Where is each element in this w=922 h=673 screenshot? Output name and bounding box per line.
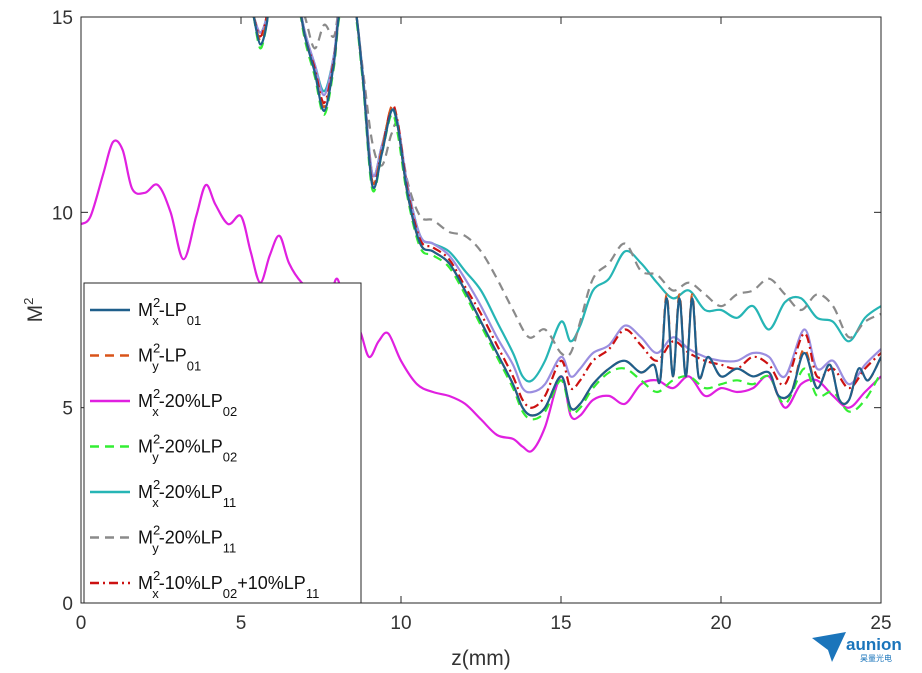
y-tick-label: 10 bbox=[52, 203, 73, 224]
y-tick-label: 15 bbox=[52, 8, 73, 29]
legend-label-mid2: +10%LP bbox=[237, 573, 306, 593]
y-axis-label-sup: 2 bbox=[21, 298, 36, 305]
legend-label-2: M2 x-20%LP02 bbox=[138, 386, 237, 419]
series-line-5 bbox=[252, 17, 881, 358]
y-axis-label: M2 bbox=[21, 298, 47, 323]
legend-label-base: M bbox=[138, 346, 153, 366]
legend-label-mid: -LP bbox=[159, 346, 187, 366]
legend-label-sub: x bbox=[152, 586, 159, 601]
legend-label-sup: 2 bbox=[153, 341, 160, 356]
legend-label-sub2: 02 bbox=[223, 404, 237, 419]
paper-plane-icon bbox=[812, 632, 846, 662]
legend-label-sup: 2 bbox=[153, 523, 160, 538]
legend-label-mid: -20%LP bbox=[159, 391, 223, 411]
legend-label-sub: x bbox=[152, 404, 159, 419]
legend-label-base: M bbox=[138, 573, 153, 593]
legend-label-4: M2 x-20%LP11 bbox=[138, 477, 236, 510]
legend-label-base: M bbox=[138, 528, 153, 548]
legend-label-sub2: 11 bbox=[223, 495, 237, 510]
series-layer bbox=[81, 17, 881, 453]
legend-label-mid: -10%LP bbox=[159, 573, 223, 593]
legend-label-sup: 2 bbox=[153, 386, 160, 401]
y-axis-label-main: M bbox=[24, 305, 47, 323]
legend-label-1: M2 y-LP01 bbox=[138, 341, 201, 374]
watermark-subtitle: 昊量光电 bbox=[860, 653, 892, 663]
y-tick-label: 5 bbox=[62, 399, 73, 420]
legend-label-5: M2 y-20%LP11 bbox=[138, 523, 236, 556]
legend-label-6: M2 x-10%LP02+10%LP11 bbox=[138, 568, 319, 601]
legend-label-sup: 2 bbox=[153, 295, 160, 310]
legend-label-sub: x bbox=[152, 495, 159, 510]
axes-box bbox=[80, 16, 882, 604]
legend-label-sub2: 02 bbox=[223, 586, 237, 601]
legend-label-base: M bbox=[138, 437, 153, 457]
legend-label-0: M2 x-LP01 bbox=[138, 295, 201, 328]
legend-label-mid: -20%LP bbox=[159, 437, 223, 457]
legend-label-sub: y bbox=[152, 450, 159, 465]
legend-label-sub: x bbox=[152, 313, 159, 328]
watermark-brand: aunion bbox=[846, 635, 902, 654]
legend-label-sub: y bbox=[152, 359, 159, 374]
x-tick-label: 15 bbox=[550, 613, 571, 634]
x-tick-label: 0 bbox=[76, 613, 87, 634]
legend-label-sup: 2 bbox=[153, 477, 160, 492]
legend-label-sup: 2 bbox=[153, 432, 160, 447]
legend-label-sub2: 11 bbox=[223, 541, 237, 556]
legend-label-sup: 2 bbox=[153, 568, 160, 583]
y-tick-label: 0 bbox=[62, 594, 73, 615]
legend-box bbox=[83, 282, 362, 604]
legend-label-base: M bbox=[138, 300, 153, 320]
watermark-logo: aunion 昊量光电 bbox=[812, 632, 902, 663]
x-tick-label: 25 bbox=[870, 613, 891, 634]
x-tick-label: 5 bbox=[236, 613, 247, 634]
series-line-2 bbox=[81, 139, 881, 453]
legend-label-mid: -20%LP bbox=[159, 528, 223, 548]
legend-label-3: M2 y-20%LP02 bbox=[138, 432, 237, 465]
legend-label-sub: y bbox=[152, 541, 159, 556]
legend-label-mid: -20%LP bbox=[159, 482, 223, 502]
x-axis-label: z(mm) bbox=[451, 647, 510, 670]
legend-label-sub3: 11 bbox=[306, 586, 320, 601]
legend-label-base: M bbox=[138, 482, 153, 502]
x-tick-label: 20 bbox=[710, 613, 731, 634]
legend-label-mid: -LP bbox=[159, 300, 187, 320]
legend-label-sub2: 01 bbox=[187, 313, 201, 328]
legend-label-sub2: 02 bbox=[223, 450, 237, 465]
x-tick-label: 10 bbox=[390, 613, 411, 634]
legend-label-sub2: 01 bbox=[187, 359, 201, 374]
legend-label-base: M bbox=[138, 391, 153, 411]
ticks-layer: 0 5 10 15 20 25 0 5 10 15 bbox=[52, 8, 892, 634]
series-line-0 bbox=[252, 17, 881, 417]
